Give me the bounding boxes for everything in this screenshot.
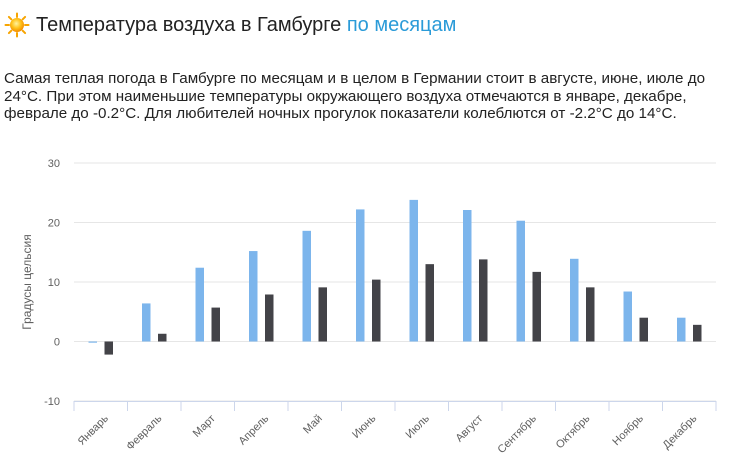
bar-series-1-Май — [302, 230, 311, 342]
x-tick-label: Декабрь — [661, 412, 700, 451]
bar-series-1-Август — [463, 210, 472, 342]
bar-series-1-Февраль — [142, 303, 151, 342]
bar-series-2-Май — [318, 287, 327, 342]
bar-series-2-Январь — [104, 341, 113, 355]
bar-series-1-Июнь — [356, 209, 365, 342]
x-tick-label: Май — [301, 413, 325, 437]
y-tick-label: 30 — [48, 158, 60, 170]
bar-series-1-Сентябрь — [516, 220, 525, 342]
y-tick-label: 20 — [48, 218, 60, 230]
y-axis-title: Градусы цельсия — [20, 234, 34, 329]
bar-series-2-Ноябрь — [639, 317, 648, 342]
bar-series-2-Июнь — [372, 279, 381, 342]
bar-series-1-Июль — [409, 199, 418, 342]
x-tick-label: Июнь — [350, 412, 378, 440]
x-tick-label: Август — [453, 413, 485, 445]
x-tick-label: Март — [191, 413, 218, 440]
chart-svg: -10 0 10 20 30 Градусы цельсия Январь Февраль Ма… — [20, 158, 717, 456]
bar-series-2-Август — [479, 259, 488, 342]
bar-series-2-Октябрь — [586, 287, 595, 342]
bar-series-2-Сентябрь — [532, 271, 541, 342]
page-title: Температура воздуха в Гамбурге по месяца… — [36, 12, 456, 38]
bar-series-2-Март — [211, 307, 220, 342]
x-tick-label: Сентябрь — [496, 412, 540, 456]
y-tick-label: -10 — [44, 396, 60, 408]
y-tick-label: 10 — [48, 277, 60, 289]
bar-series-1-Ноябрь — [623, 291, 632, 342]
title-accent-link[interactable]: по месяцам — [346, 14, 457, 36]
y-tick-label: 0 — [54, 337, 60, 349]
temperature-chart: -10 0 10 20 30 Градусы цельсия Январь Февраль Ма… — [0, 148, 740, 464]
x-tick-label: Октябрь — [554, 412, 593, 451]
bar-series-2-Апрель — [265, 294, 274, 342]
title-main: Температура воздуха в Гамбурге — [36, 14, 342, 36]
x-tick-label: Ноябрь — [610, 412, 646, 448]
x-tick-label: Июль — [404, 412, 433, 441]
bar-series-1-Декабрь — [677, 317, 686, 342]
x-tick-label: Январь — [76, 412, 111, 447]
bar-series-1-Январь — [88, 341, 97, 343]
bar-series-1-Март — [195, 267, 204, 342]
bar-series-1-Октябрь — [570, 258, 579, 342]
x-tick-label: Апрель — [236, 412, 271, 447]
page-header: Температура воздуха в Гамбурге по месяца… — [4, 12, 456, 38]
bar-series-2-Февраль — [158, 333, 167, 342]
bar-series-2-Июль — [425, 264, 434, 342]
bar-series-1-Апрель — [249, 251, 258, 342]
x-tick-label: Февраль — [124, 412, 164, 452]
sun-icon — [4, 12, 30, 38]
bar-series-2-Декабрь — [693, 324, 702, 342]
description-text: Самая теплая погода в Гамбурге по месяца… — [4, 70, 706, 122]
